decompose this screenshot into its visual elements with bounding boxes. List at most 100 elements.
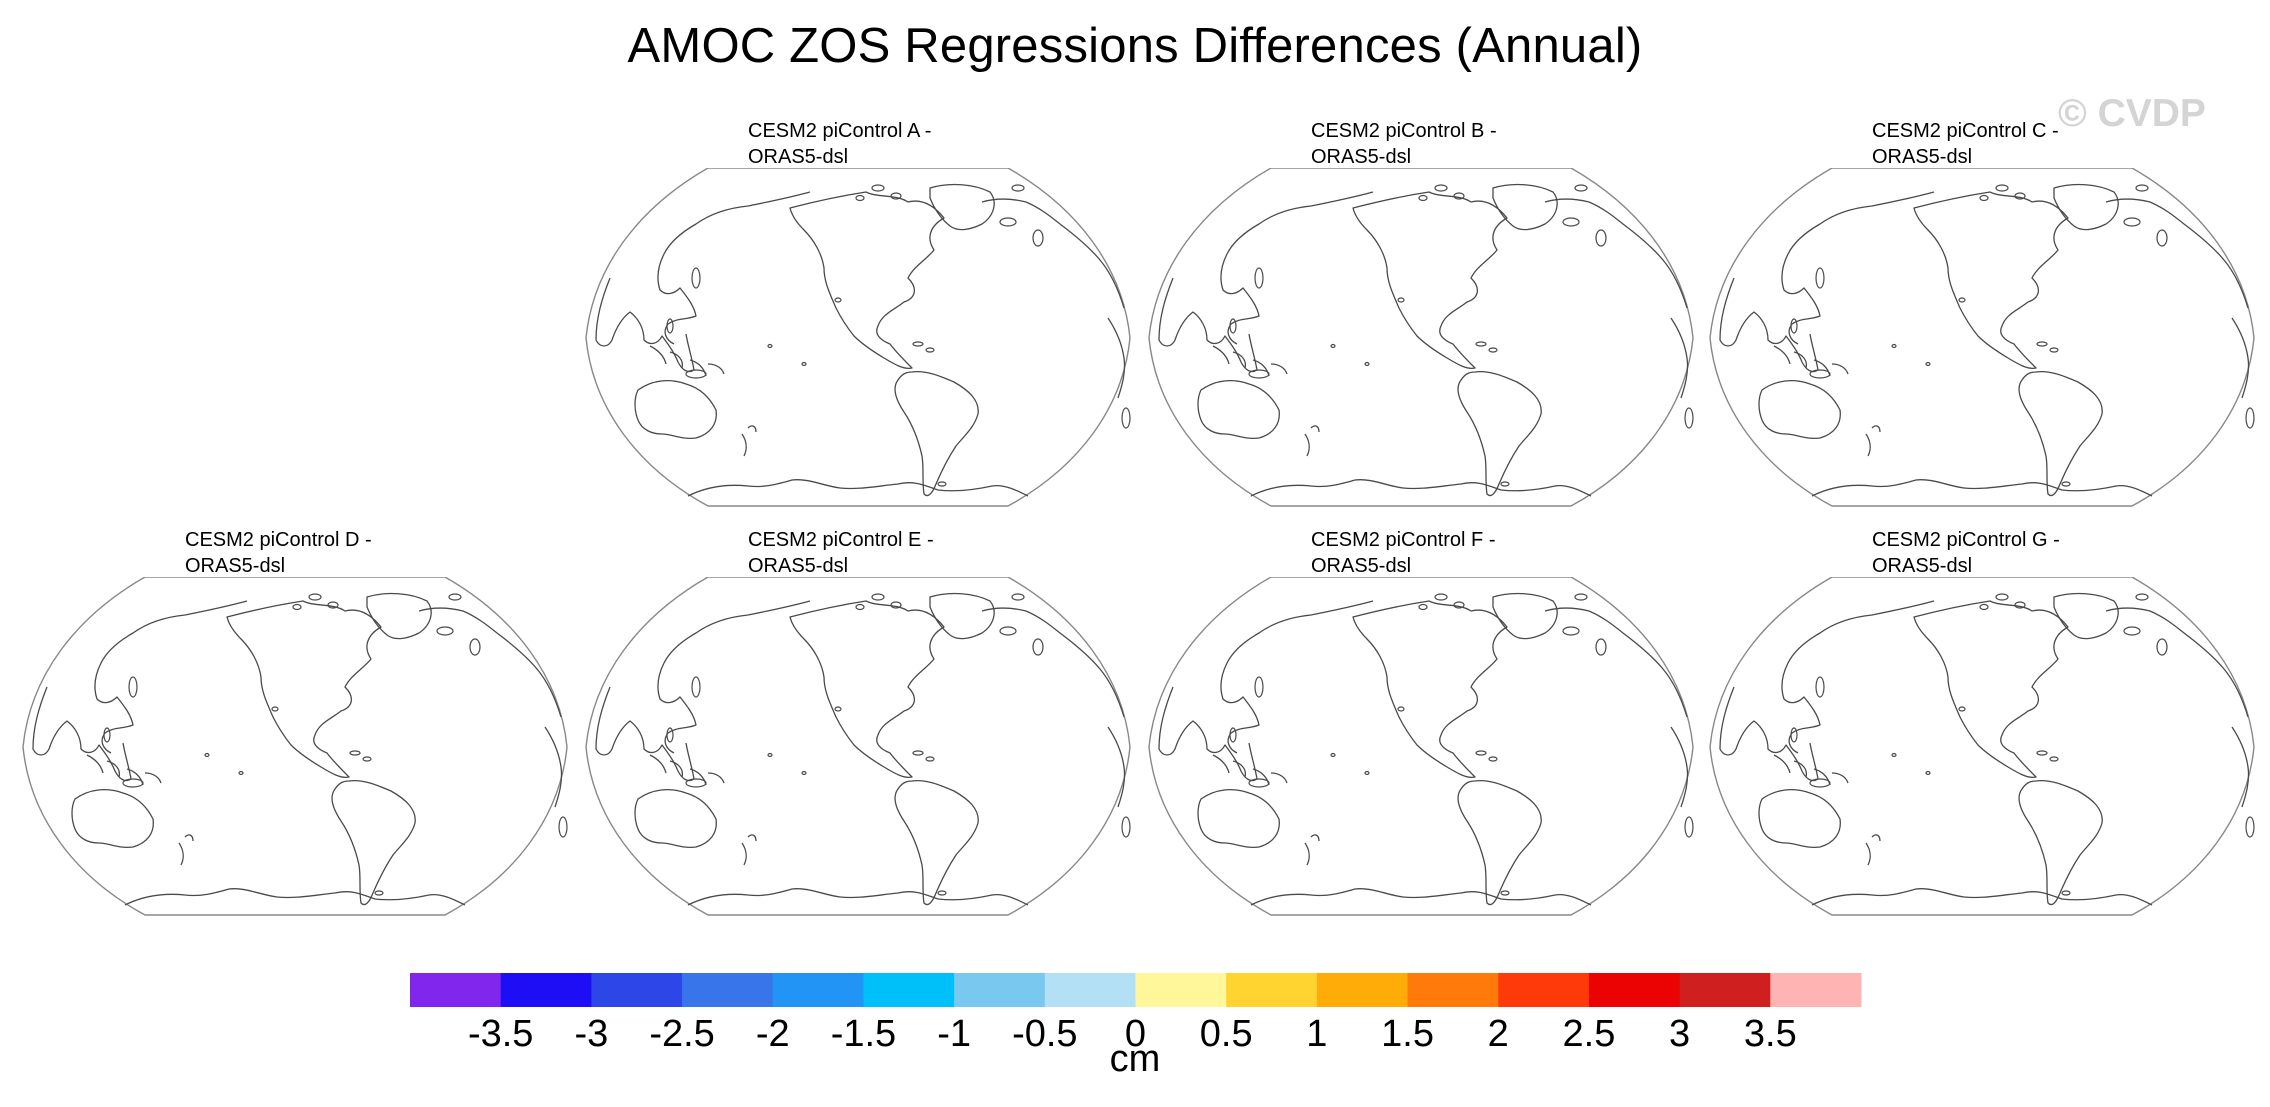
colorbar-box (1135, 973, 1227, 1007)
new-zealand-coast (741, 834, 757, 866)
panel-title-line2: ORAS5-dsl (748, 555, 849, 577)
south-america-coast (894, 779, 979, 906)
cvdp-watermark: © CVDP (2058, 92, 2206, 135)
africa-coast (1670, 726, 1689, 808)
philippines-island (103, 727, 111, 743)
australia-coast (1758, 788, 1841, 849)
world-map (1709, 577, 2255, 916)
south-america-coast (331, 779, 416, 906)
australia-coast (1197, 788, 1280, 849)
japan-island (691, 267, 701, 289)
britain-island (1595, 638, 1607, 656)
africa-coast (1107, 726, 1126, 808)
britain-island (1032, 638, 1044, 656)
arctic-island (292, 603, 302, 611)
panel-title-line2: ORAS5-dsl (1872, 555, 1973, 577)
hawaii-island (834, 297, 842, 303)
new-guinea-island (122, 778, 144, 788)
hawaii-island (834, 706, 842, 712)
north-america-coast (1352, 600, 1508, 779)
north-america-coast (1352, 191, 1508, 370)
panel-title: CESM2 piControl C - ORAS5-dsl (1872, 118, 2059, 170)
caribbean-island (2036, 341, 2048, 347)
world-map (585, 577, 1131, 916)
panel-title-line2: ORAS5-dsl (1311, 555, 1412, 577)
svalbard-island (1574, 593, 1588, 601)
panel-title-line2: ORAS5-dsl (1872, 146, 1973, 168)
map-panel-d: CESM2 piControl D - ORAS5-dsl (15, 527, 575, 916)
caribbean-island (349, 750, 361, 756)
greenland-coast (929, 183, 995, 231)
antarctica-coast (124, 888, 466, 906)
caribbean-island (912, 341, 924, 347)
maritime-continent-coast (86, 754, 162, 786)
pacific-island (1925, 770, 1931, 776)
eurasia-coast (1781, 191, 2249, 345)
new-guinea-island (1248, 778, 1270, 788)
falkland-island (937, 890, 947, 896)
maritime-continent-coast (1773, 754, 1849, 786)
panel-title-line1: CESM2 piControl A - (748, 120, 932, 142)
arctic-island (327, 601, 339, 609)
falkland-island (2061, 481, 2071, 487)
iceland-island (1562, 626, 1580, 636)
japan-island (691, 676, 701, 698)
philippines-island (1229, 727, 1237, 743)
panel-title: CESM2 piControl E - ORAS5-dsl (748, 527, 934, 579)
new-guinea-island (1809, 778, 1831, 788)
caribbean-island (1475, 750, 1487, 756)
colorbar-box (1588, 973, 1681, 1007)
colorbar-box (1770, 973, 1862, 1007)
eurasia-coast (94, 600, 562, 754)
colorbar-unit-label: cm (1109, 1038, 1161, 1080)
eurasia-coast (1220, 600, 1688, 754)
map-panel-a: CESM2 piControl A - ORAS5-dsl (578, 118, 1138, 507)
south-america-coast (2018, 779, 2103, 906)
pacific-island (1925, 361, 1931, 367)
eurasia-coast (657, 191, 1125, 345)
pacific-island (1330, 343, 1336, 349)
falkland-island (374, 890, 384, 896)
svalbard-island (2135, 593, 2149, 601)
australia-coast (1197, 379, 1280, 440)
panel-title-line2: ORAS5-dsl (185, 555, 286, 577)
colorbar-box (682, 973, 774, 1007)
new-guinea-island (1809, 369, 1831, 379)
madagascar-island (1684, 407, 1694, 429)
colorbar-box (772, 973, 864, 1007)
antarctica-coast (1811, 479, 2153, 497)
panel-title-line2: ORAS5-dsl (748, 146, 849, 168)
britain-island (1595, 229, 1607, 247)
world-map (22, 577, 568, 916)
australia-coast (634, 788, 717, 849)
new-zealand-coast (1865, 425, 1881, 457)
maritime-continent-coast (1212, 754, 1288, 786)
north-america-coast (226, 600, 382, 779)
maritime-continent-coast (1212, 345, 1288, 377)
arctic-island (308, 593, 322, 601)
map-boundary (1709, 577, 2255, 916)
world-map (1148, 577, 1694, 916)
new-zealand-coast (178, 834, 194, 866)
caribbean-island (1488, 347, 1498, 353)
africa-coast (2231, 317, 2250, 399)
antarctica-coast (1250, 888, 1592, 906)
world-map (585, 168, 1131, 507)
colorbar-box (410, 973, 502, 1007)
map-boundary (585, 168, 1131, 507)
hawaii-island (1397, 297, 1405, 303)
map-boundary (22, 577, 568, 916)
eurasia-coast (1220, 191, 1688, 345)
hawaii-island (1397, 706, 1405, 712)
madagascar-island (2245, 816, 2255, 838)
colorbar-box (954, 973, 1046, 1007)
britain-island (2156, 229, 2168, 247)
arctic-island (871, 184, 885, 192)
svalbard-island (1011, 593, 1025, 601)
arctic-island (1418, 603, 1428, 611)
iceland-island (2123, 217, 2141, 227)
arctic-island (1434, 593, 1448, 601)
south-america-coast (894, 370, 979, 497)
panel-title-line1: CESM2 piControl F - (1311, 529, 1496, 551)
new-zealand-coast (1865, 834, 1881, 866)
